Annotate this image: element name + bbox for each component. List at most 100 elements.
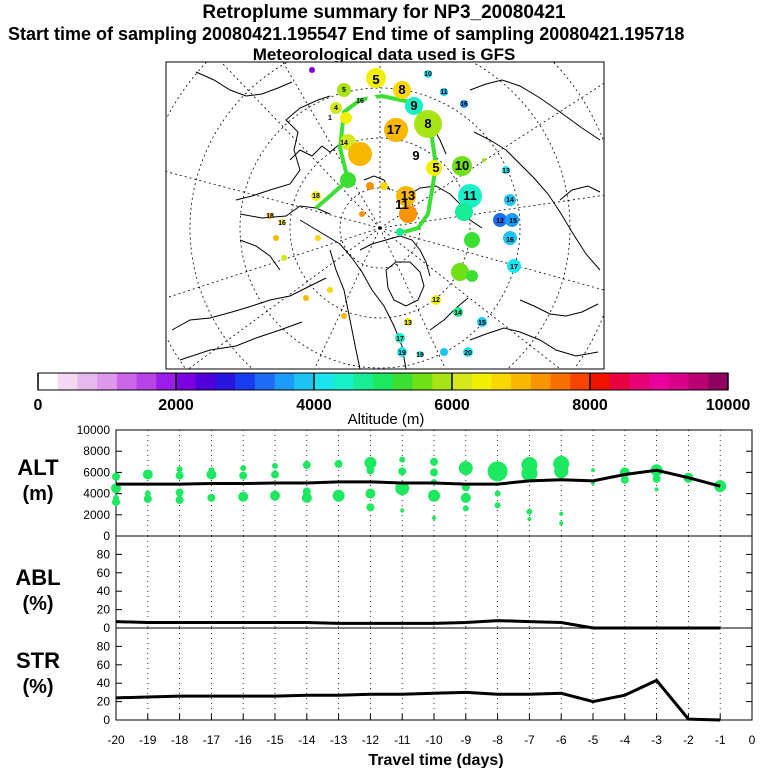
altitude-point xyxy=(302,487,311,496)
map-marker xyxy=(417,351,423,357)
map-marker xyxy=(426,160,442,176)
map-marker xyxy=(466,270,478,282)
colorbar-swatch xyxy=(314,373,335,390)
map-marker xyxy=(393,81,411,99)
x-tick-label: -14 xyxy=(298,733,316,747)
map-marker xyxy=(397,347,407,357)
map-marker xyxy=(396,228,404,236)
y-tick-label: 40 xyxy=(97,676,111,690)
map-day-label: 13 xyxy=(404,320,412,327)
colorbar-swatch xyxy=(274,373,295,390)
colorbar-swatch xyxy=(649,373,670,390)
map-marker xyxy=(464,232,480,248)
map-marker xyxy=(404,318,412,326)
colorbar-swatch xyxy=(471,373,492,390)
altitude-point xyxy=(428,489,440,502)
colorbar-tick-label: 8000 xyxy=(572,397,608,414)
altitude-point xyxy=(398,467,407,476)
altitude-point xyxy=(553,455,570,472)
colorbar-tick-label: 4000 xyxy=(296,397,332,414)
map-marker xyxy=(267,213,273,219)
x-tick-label: -13 xyxy=(330,733,348,747)
colorbar-swatch xyxy=(511,373,532,390)
met-data-line: Meteorological data used is GFS xyxy=(252,45,516,64)
abl-label: ABL xyxy=(15,565,60,590)
x-tick-label: -3 xyxy=(651,733,662,747)
map-day-label: 5 xyxy=(432,160,439,175)
map-day-label: 16 xyxy=(460,101,468,108)
map-marker xyxy=(348,142,372,166)
altitude-point xyxy=(175,495,184,504)
altitude-point xyxy=(176,466,183,473)
altitude-point xyxy=(238,491,249,502)
colorbar-tick-label: 0 xyxy=(34,397,43,414)
map-day-label: 17 xyxy=(387,122,401,137)
altitude-point xyxy=(487,461,508,482)
map-day-label: 13 xyxy=(401,188,415,203)
map-day-label: 16 xyxy=(506,237,514,244)
colorbar-swatch xyxy=(590,373,611,390)
map-day-label: 8 xyxy=(398,82,405,97)
map-marker xyxy=(303,295,309,301)
y-tick-label: 0 xyxy=(103,529,110,543)
altitude-point xyxy=(591,468,595,473)
series-line xyxy=(115,678,721,722)
y-tick-label: 4000 xyxy=(83,487,110,501)
map-marker xyxy=(414,110,442,138)
colorbar-swatch xyxy=(412,373,433,390)
sampling-times: Start time of sampling 20080421.195547 E… xyxy=(8,24,685,44)
colorbar-swatch xyxy=(392,373,414,390)
map-day-label: 12 xyxy=(432,297,440,304)
map-marker xyxy=(366,68,386,88)
colorbar-swatch xyxy=(136,373,157,390)
colorbar-swatch xyxy=(97,373,118,390)
colorbar-tick-label: 6000 xyxy=(434,397,470,414)
map-day-label: 16 xyxy=(278,220,286,227)
y-tick-label: 20 xyxy=(97,695,111,709)
colorbar-label: Altitude (m) xyxy=(348,411,425,428)
x-tick-label: -17 xyxy=(203,733,221,747)
altitude-point xyxy=(270,490,280,501)
y-tick-label: 2000 xyxy=(83,508,110,522)
str-unit: (%) xyxy=(22,676,53,698)
altitude-point xyxy=(400,508,405,513)
y-tick-label: 60 xyxy=(97,566,111,580)
map-day-label: 19 xyxy=(398,350,406,357)
map-day-label: 9 xyxy=(410,98,417,113)
altitude-point xyxy=(271,470,279,479)
altitude-point xyxy=(332,489,345,502)
chart-panel: 0 2000 4000 6000 8000 10000 xyxy=(77,423,753,543)
map-marker xyxy=(341,313,347,319)
colorbar-swatch xyxy=(254,373,276,390)
map-marker xyxy=(395,333,405,343)
map-day-label: 11 xyxy=(440,89,448,96)
y-tick-label: 20 xyxy=(97,603,111,617)
map-marker xyxy=(505,213,519,227)
altitude-point xyxy=(142,469,153,480)
colorbar-tick-label: 2000 xyxy=(158,397,194,414)
altitude-point xyxy=(206,469,217,480)
colorbar-swatch xyxy=(38,373,59,390)
altitude-point xyxy=(366,503,375,512)
y-tick-label: 40 xyxy=(97,584,111,598)
altitude-point xyxy=(302,460,311,469)
map-day-label: 10 xyxy=(424,71,432,78)
colorbar-swatch xyxy=(195,373,216,390)
map-day-label: 19 xyxy=(416,352,424,359)
map-marker xyxy=(330,102,342,114)
alt-label: ALT xyxy=(17,455,59,480)
map-marker xyxy=(455,203,473,221)
colorbar-swatch xyxy=(708,373,729,390)
colorbar-swatch xyxy=(432,373,453,390)
altitude-point xyxy=(112,472,120,481)
altitude-point xyxy=(399,456,406,463)
x-tick-label: -5 xyxy=(588,733,599,747)
map-marker xyxy=(327,287,333,293)
altitude-point xyxy=(654,487,659,492)
x-tick-label: -11 xyxy=(394,733,411,747)
altitude-point xyxy=(175,471,184,480)
map-marker xyxy=(503,231,517,245)
series-line xyxy=(116,468,721,488)
altitude-point xyxy=(240,465,247,472)
